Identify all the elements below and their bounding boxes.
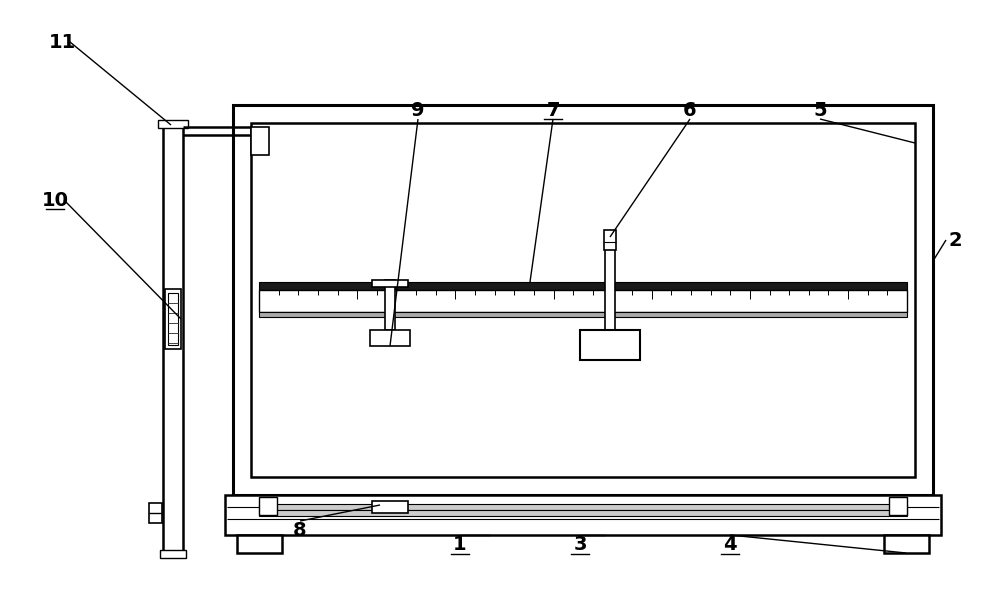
- Text: 3: 3: [573, 536, 587, 555]
- Bar: [163, 125, 183, 553]
- Text: 1: 1: [453, 536, 467, 555]
- Bar: [149, 503, 162, 523]
- Text: 5: 5: [813, 100, 827, 120]
- Text: 7: 7: [546, 100, 560, 120]
- Bar: [233, 105, 933, 495]
- Bar: [370, 330, 410, 346]
- Bar: [259, 510, 907, 516]
- Bar: [889, 497, 907, 515]
- Bar: [372, 501, 408, 513]
- Bar: [158, 120, 188, 128]
- Text: 8: 8: [293, 520, 307, 539]
- Bar: [160, 550, 186, 558]
- Bar: [385, 280, 395, 330]
- Bar: [604, 230, 616, 250]
- Bar: [259, 504, 907, 510]
- Text: 10: 10: [42, 191, 68, 209]
- Bar: [884, 535, 929, 553]
- Bar: [259, 497, 277, 515]
- Bar: [580, 330, 640, 360]
- Bar: [165, 289, 181, 349]
- Bar: [259, 312, 907, 317]
- Text: 2: 2: [948, 231, 962, 250]
- Text: 11: 11: [48, 32, 76, 51]
- Text: 4: 4: [723, 536, 737, 555]
- Bar: [225, 495, 941, 535]
- Bar: [251, 127, 269, 155]
- Text: 9: 9: [411, 100, 425, 120]
- Bar: [168, 293, 178, 345]
- Bar: [372, 280, 408, 287]
- Bar: [605, 247, 615, 330]
- Bar: [251, 123, 915, 477]
- Bar: [259, 290, 907, 312]
- Bar: [237, 535, 282, 553]
- Bar: [259, 282, 907, 290]
- Text: 6: 6: [683, 100, 697, 120]
